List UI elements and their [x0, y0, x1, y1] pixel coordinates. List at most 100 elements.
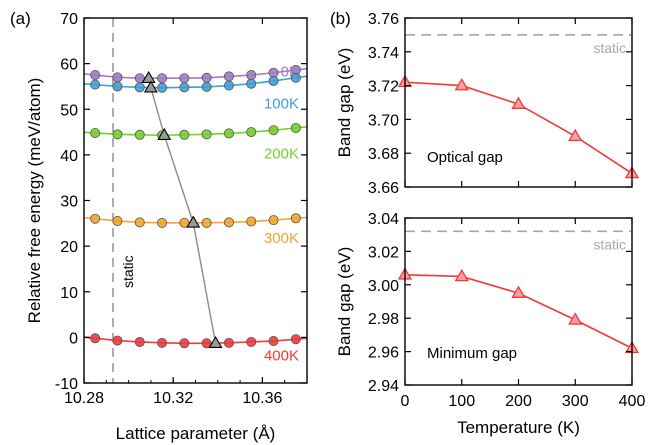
data-point-400K — [112, 335, 123, 346]
x-tick-label: 10.28 — [64, 390, 104, 407]
minimum-marker — [186, 215, 201, 228]
x-tick-label: 10.32 — [153, 390, 193, 407]
band-gap-marker — [511, 285, 526, 298]
series-label-100K: 100K — [264, 95, 299, 112]
data-point-100K — [290, 72, 301, 83]
data-point-100K — [112, 81, 123, 92]
data-point-200K — [290, 122, 301, 133]
data-point-100K — [134, 82, 145, 93]
data-point-200K — [201, 129, 212, 140]
data-point-0K — [223, 71, 234, 82]
data-point-100K — [179, 82, 190, 93]
data-point-400K — [179, 338, 190, 349]
y-tick-label: 3.76 — [368, 11, 399, 28]
gap-annotation: Optical gap — [427, 149, 503, 166]
x-tick-label: 100 — [448, 393, 475, 410]
data-point-100K — [90, 79, 101, 90]
panel-b-optical-gap-chart: static 3.66 3.68 3.70 3.72 3.74 3.76 Optical ga… — [335, 11, 640, 197]
band-gap-marker — [568, 312, 583, 325]
data-point-400K — [246, 336, 257, 347]
band-gap-marker — [568, 128, 583, 142]
y-tick-label: 50 — [60, 102, 78, 119]
data-point-100K — [246, 78, 257, 89]
data-point-300K — [246, 216, 257, 227]
y-tick-label: 3.04 — [368, 211, 399, 228]
x-tick-label: 400 — [619, 393, 646, 410]
data-point-100K — [268, 75, 279, 86]
static-line-label: static — [593, 40, 626, 56]
band-gap-marker — [454, 268, 469, 282]
data-point-0K — [157, 73, 168, 84]
y-tick-label: 3.74 — [368, 45, 399, 62]
data-point-100K — [201, 81, 212, 92]
y-tick-label: 3.00 — [368, 278, 399, 295]
y-tick-label: 3.66 — [368, 180, 399, 197]
data-point-400K — [223, 337, 234, 348]
data-point-200K — [90, 127, 101, 138]
data-point-400K — [201, 338, 212, 349]
minimum-marker — [208, 335, 223, 349]
panel-a-label: (a) — [10, 9, 31, 28]
y-tick-label: 40 — [60, 148, 78, 165]
data-point-200K — [246, 127, 257, 138]
data-point-400K — [90, 333, 101, 344]
data-point-300K — [90, 213, 101, 224]
y-axis-label: Relative free energy (meV/atom) — [25, 78, 44, 324]
gap-annotation: Minimum gap — [427, 345, 517, 362]
data-point-400K — [157, 337, 168, 348]
static-line-label: static — [593, 236, 626, 252]
y-tick-label: 2.98 — [368, 311, 399, 328]
minimum-marker — [143, 80, 158, 93]
y-tick-label: 30 — [60, 194, 78, 211]
y-tick-label: 3.70 — [368, 112, 399, 129]
data-point-400K — [268, 336, 279, 347]
data-point-300K — [290, 213, 301, 224]
series-label-300K: 300K — [264, 230, 299, 247]
y-tick-label: 3.72 — [368, 79, 399, 96]
y-tick-label: 3.02 — [368, 244, 399, 261]
data-point-0K — [112, 72, 123, 83]
data-point-300K — [112, 216, 123, 227]
data-point-0K — [201, 72, 212, 83]
data-point-300K — [268, 215, 279, 226]
x-tick-label: 200 — [505, 393, 532, 410]
minimum-marker — [157, 127, 172, 140]
data-point-100K — [157, 82, 168, 93]
panel-b-label: (b) — [330, 9, 351, 28]
minimum-marker — [141, 70, 156, 83]
data-point-300K — [157, 217, 168, 228]
y-tick-label: 2.94 — [368, 378, 399, 395]
y-axis-label: Band gap (eV) — [335, 48, 354, 158]
data-point-300K — [201, 217, 212, 228]
data-point-200K — [134, 129, 145, 140]
data-point-300K — [179, 217, 190, 228]
x-axis-label: Lattice parameter (Å) — [116, 424, 276, 443]
minima-trend-line — [147, 78, 217, 344]
data-point-200K — [268, 125, 279, 136]
data-point-0K — [90, 70, 101, 81]
y-tick-label: 3.68 — [368, 146, 399, 163]
data-point-400K — [290, 334, 301, 345]
data-point-200K — [179, 129, 190, 140]
data-point-200K — [223, 128, 234, 139]
y-tick-label: 0 — [69, 330, 78, 347]
data-point-200K — [112, 129, 123, 140]
panel-a-energy-chart: static0K100K200K300K400K-100102030405060… — [25, 11, 308, 443]
y-tick-label: 2.96 — [368, 345, 399, 362]
y-tick-label: 60 — [60, 57, 78, 74]
y-tick-label: 10 — [60, 285, 78, 302]
static-line-label: static — [120, 255, 136, 288]
series-label-200K: 200K — [264, 146, 299, 163]
panel-b-minimum-gap-chart: static 2.94 2.96 2.98 3.00 3.02 3.04 Minimum ga… — [335, 211, 645, 437]
y-tick-label: 20 — [60, 239, 78, 256]
series-label-400K: 400K — [264, 348, 299, 365]
data-point-0K — [179, 73, 190, 84]
y-tick-label: -10 — [55, 376, 78, 393]
y-axis-label: Band gap (eV) — [335, 247, 354, 357]
x-tick-label: 300 — [562, 393, 589, 410]
band-gap-marker — [454, 78, 469, 91]
data-point-300K — [134, 217, 145, 228]
data-point-300K — [223, 217, 234, 228]
data-point-0K — [246, 70, 257, 81]
